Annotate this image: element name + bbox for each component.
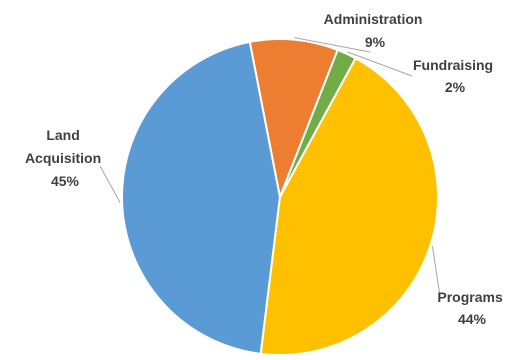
pie-slice-administration: [248, 37, 339, 201]
label-programs: Programs 44%: [437, 289, 506, 327]
label-fundraising-value: 2%: [445, 79, 466, 95]
label-administration-line-1: Administration: [324, 11, 423, 27]
label-land-acquisition-line-1: Land: [46, 127, 79, 143]
label-land-acquisition-line-2: Acquisition: [25, 150, 101, 166]
pie-slices: [120, 37, 439, 356]
label-land-acquisition-value: 45%: [51, 173, 80, 189]
leader-line-administration: [294, 37, 371, 53]
pie-slice-land-acquisition: [120, 40, 282, 355]
leader-line-fundraising: [347, 51, 413, 77]
label-administration: Administration 9%: [324, 11, 427, 50]
label-fundraising-line-1: Fundraising: [413, 57, 493, 73]
leader-line-programs: [431, 245, 441, 297]
pie-slice-programs: [259, 56, 439, 356]
label-land-acquisition: Land Acquisition 45%: [25, 127, 105, 189]
leader-lines: [99, 37, 441, 297]
label-fundraising: Fundraising 2%: [413, 57, 497, 95]
data-labels: Land Acquisition 45% Administration 9% F…: [25, 11, 506, 327]
leader-line-land-acquisition: [99, 165, 121, 203]
label-administration-value: 9%: [365, 34, 386, 50]
label-programs-line-1: Programs: [437, 289, 503, 305]
label-programs-value: 44%: [458, 311, 487, 327]
